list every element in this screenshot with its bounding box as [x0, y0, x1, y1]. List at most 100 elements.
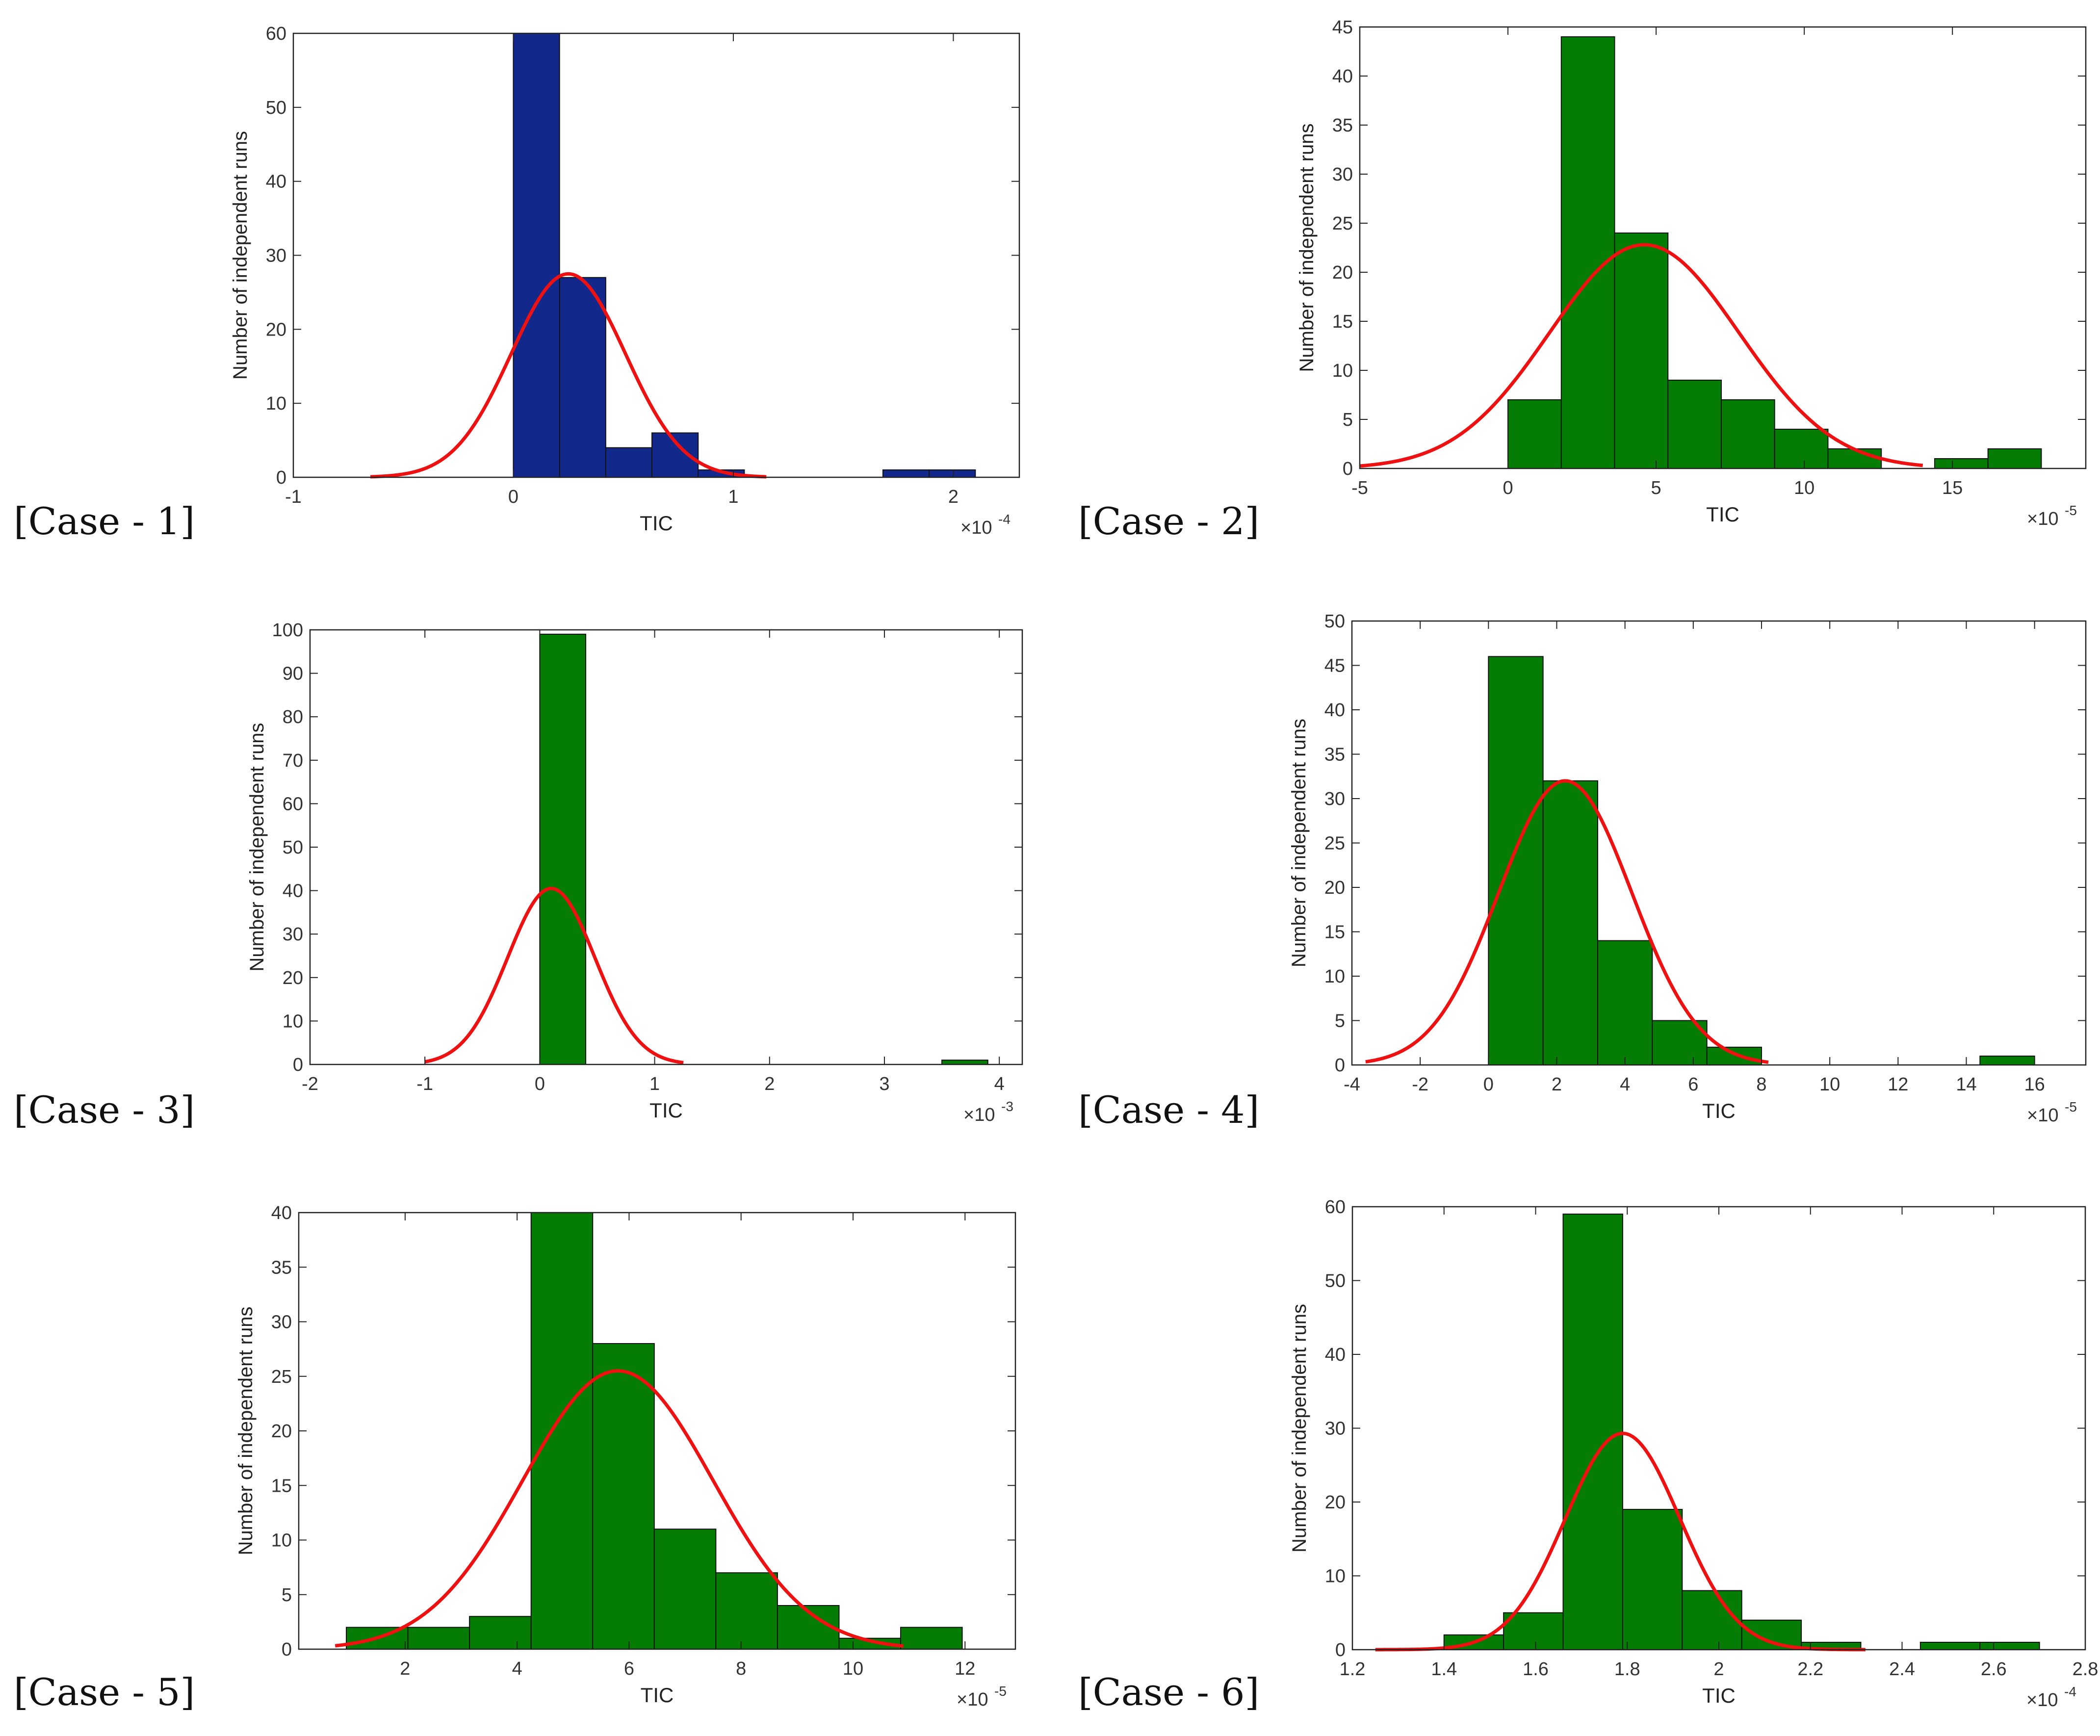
y-axis-label: Number of independent runs — [1296, 124, 1318, 372]
x-tick-label: 15 — [1942, 478, 1963, 498]
x-tick-label: 0 — [508, 487, 519, 507]
x-exponent-label: ×10 — [963, 1105, 995, 1125]
y-tick-label: 30 — [266, 246, 286, 266]
x-tick-label: 4 — [994, 1074, 1005, 1094]
x-tick-label: 10 — [1794, 478, 1815, 498]
histogram-bar — [530, 1212, 594, 1650]
histogram-case-4: -4 -2 0 2 4 6 8 10 12 14 16 0 5 10 15 20 25 30 35 40 45 50 TIC… — [1288, 611, 2087, 1126]
y-tick-label: 0 — [276, 467, 286, 488]
y-tick-label: 20 — [1325, 1492, 1346, 1513]
x-tick-label: 1.2 — [1340, 1659, 1366, 1680]
histogram-bar — [592, 1343, 655, 1650]
normal-fit-curve — [1365, 779, 1769, 1064]
histogram-bar — [1503, 1612, 1564, 1650]
y-tick-label: 100 — [272, 620, 303, 641]
y-tick-label: 40 — [283, 881, 303, 902]
histogram-bar — [1774, 429, 1829, 469]
y-tick-label: 0 — [282, 1639, 292, 1660]
y-tick-label: 40 — [271, 1203, 292, 1223]
y-tick-label: 30 — [1332, 164, 1353, 185]
y-tick-label: 80 — [283, 707, 303, 727]
y-tick-label: 10 — [1325, 1566, 1346, 1587]
x-tick-label: 1.4 — [1431, 1659, 1457, 1680]
x-tick-label: -2 — [302, 1074, 318, 1094]
x-tick-label: 0 — [535, 1074, 545, 1094]
x-axis-label: TIC — [641, 1684, 674, 1707]
histogram-bar — [539, 633, 587, 1065]
x-tick-label: 0 — [1483, 1074, 1494, 1095]
histogram-bar — [1507, 399, 1562, 469]
x-tick-label: 16 — [2024, 1074, 2045, 1095]
x-tick-label: 12 — [1888, 1074, 1908, 1095]
x-tick-label: 0 — [1503, 478, 1513, 498]
plot-area — [1352, 621, 2086, 1065]
x-axis-label: TIC — [649, 1099, 683, 1122]
y-tick-label: 5 — [282, 1585, 292, 1606]
normal-fit-curve — [1375, 1431, 1866, 1652]
histogram-bar — [1979, 1641, 2040, 1650]
y-tick-label: 10 — [1332, 361, 1353, 381]
plot-area — [310, 630, 1022, 1064]
histogram-case-3: -2 -1 0 1 2 3 40102030405060708090100TICNumber… — [246, 620, 1023, 1125]
x-axis-label: TIC — [1702, 1684, 1736, 1707]
y-tick-label: 5 — [1335, 1011, 1345, 1032]
y-axis-label: Number of independent runs — [246, 723, 268, 972]
y-tick-label: 60 — [283, 794, 303, 814]
y-tick-label: 15 — [1324, 922, 1345, 943]
x-tick-label: 8 — [1756, 1074, 1766, 1095]
x-exponent-power: -5 — [2065, 503, 2077, 518]
x-exponent-power: -5 — [994, 1684, 1007, 1699]
histogram-bar — [407, 1627, 470, 1650]
x-exponent-label: ×10 — [2027, 1105, 2058, 1126]
x-axis-label: TIC — [640, 512, 673, 535]
y-tick-label: 5 — [1343, 410, 1353, 430]
y-axis-label: Number of independent runs — [1289, 1304, 1310, 1553]
histogram-bar — [1720, 399, 1775, 469]
x-tick-label: 2.4 — [1889, 1659, 1915, 1680]
plot-area — [1352, 1207, 2085, 1650]
histogram-bar — [1741, 1619, 1802, 1651]
x-tick-label: 6 — [1688, 1074, 1698, 1095]
x-tick-label: 14 — [1956, 1074, 1976, 1095]
histogram-bar — [1706, 1046, 1762, 1066]
y-tick-label: 15 — [271, 1476, 292, 1496]
y-axis-label: Number of independent runs — [230, 131, 251, 380]
y-tick-label: 50 — [266, 98, 286, 118]
x-tick-label: 1 — [649, 1074, 660, 1094]
y-tick-label: 20 — [271, 1421, 292, 1442]
case-label-4: [Case - 4] — [1078, 1088, 1260, 1132]
case-label-2: [Case - 2] — [1078, 499, 1260, 543]
x-tick-label: -5 — [1351, 478, 1368, 498]
y-tick-label: 40 — [1325, 1345, 1346, 1365]
x-tick-label: 1 — [728, 487, 738, 507]
x-tick-label: 10 — [843, 1658, 863, 1679]
y-tick-label: 60 — [266, 24, 286, 44]
histogram-bar — [1682, 1590, 1742, 1651]
histogram-bar — [1562, 1214, 1623, 1651]
plot-area — [1360, 27, 2086, 468]
case-label-5: [Case - 5] — [14, 1670, 195, 1714]
x-exponent-power: -5 — [2065, 1099, 2077, 1114]
plot-area — [293, 33, 1019, 477]
y-tick-label: 45 — [1332, 17, 1353, 38]
x-tick-label: 2 — [1552, 1074, 1562, 1095]
y-tick-label: 0 — [1335, 1055, 1345, 1076]
y-tick-label: 10 — [266, 393, 286, 414]
y-tick-label: 45 — [1324, 656, 1345, 676]
y-tick-label: 40 — [266, 172, 286, 192]
x-tick-label: 12 — [955, 1658, 975, 1679]
y-tick-label: 30 — [271, 1312, 292, 1333]
y-tick-label: 25 — [271, 1367, 292, 1387]
x-tick-label: -2 — [1412, 1074, 1428, 1095]
y-tick-label: 50 — [1325, 1271, 1346, 1292]
histogram-bar — [653, 1529, 717, 1650]
y-tick-label: 20 — [266, 319, 286, 340]
y-tick-label: 20 — [1324, 878, 1345, 898]
y-tick-label: 15 — [1332, 311, 1353, 332]
x-tick-label: -1 — [285, 487, 302, 507]
x-tick-label: -1 — [416, 1074, 433, 1094]
y-tick-label: 10 — [1324, 966, 1345, 987]
